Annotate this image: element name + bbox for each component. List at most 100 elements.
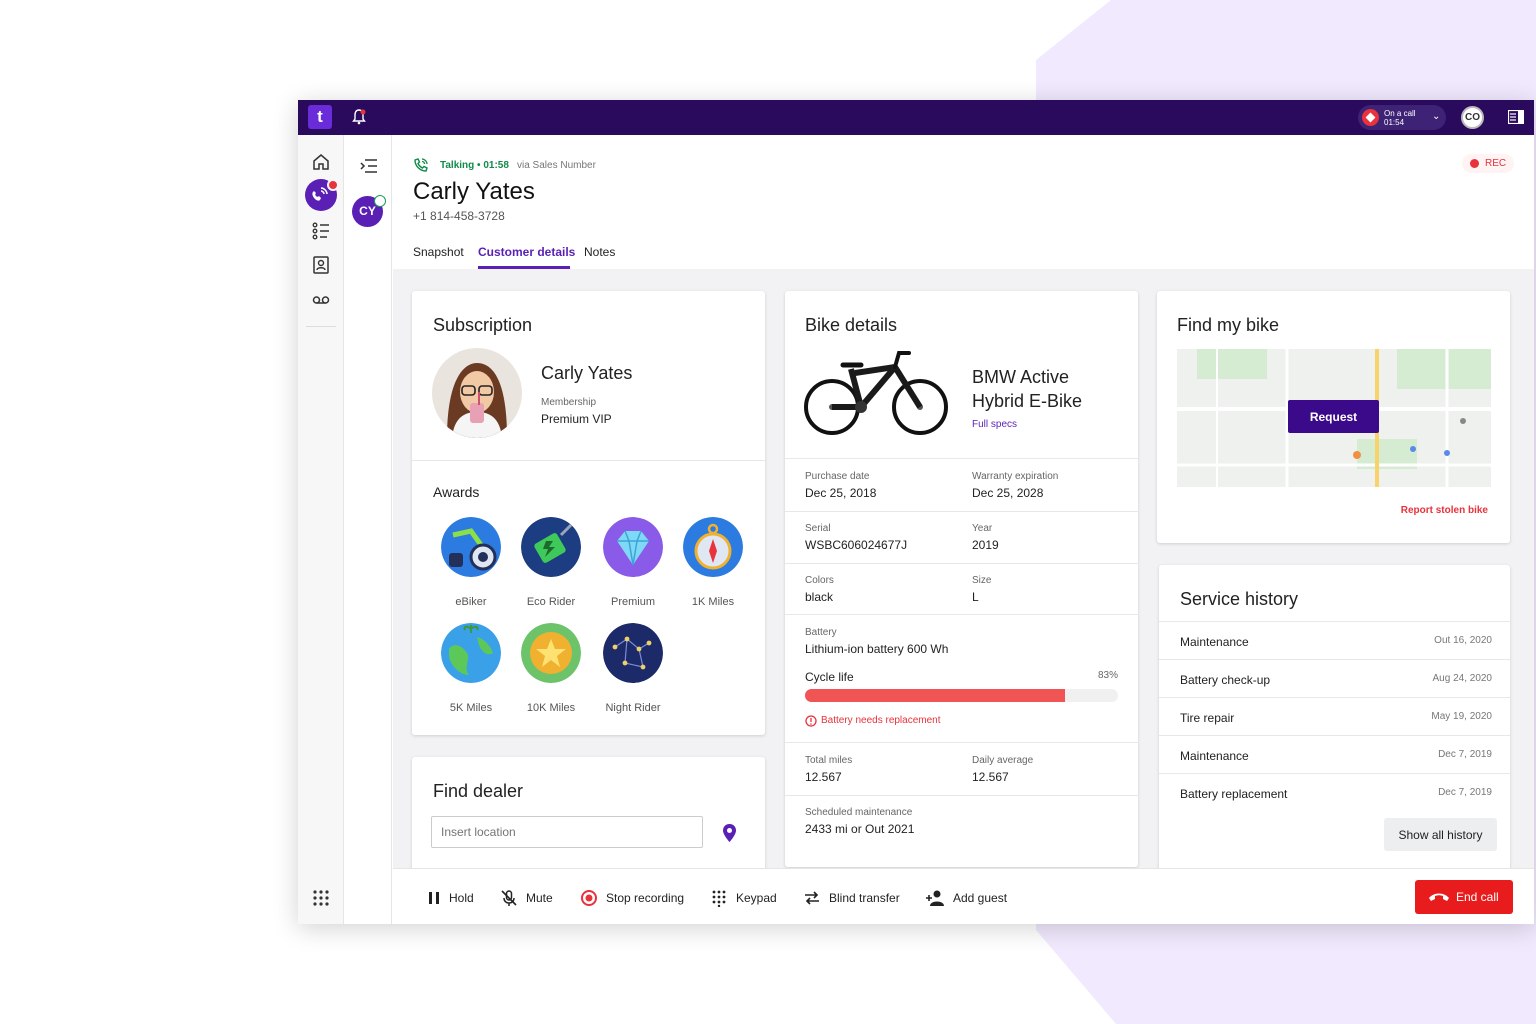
- diamond-award-icon: [603, 517, 663, 577]
- serial-label: Serial: [805, 523, 831, 534]
- end-call-button[interactable]: End call: [1415, 880, 1513, 914]
- award-1k-miles: 1K Miles: [678, 517, 748, 608]
- list-item[interactable]: Maintenance Dec 7, 2019: [1159, 735, 1510, 773]
- hold-button[interactable]: Hold: [425, 889, 480, 909]
- customer-photo: [432, 348, 522, 438]
- on-call-label: On a call: [1384, 109, 1416, 118]
- warning-icon: [805, 715, 817, 727]
- on-call-time: 01:54: [1384, 118, 1405, 127]
- colors-label: Colors: [805, 575, 834, 586]
- blind-transfer-button[interactable]: Blind transfer: [803, 889, 908, 909]
- bike-model: BMW Active Hybrid E-Bike: [972, 367, 1083, 411]
- add-guest-label: Add guest: [953, 891, 1008, 905]
- keypad-button[interactable]: Keypad: [710, 889, 780, 909]
- contact-name: Carly Yates: [413, 178, 535, 205]
- stop-recording-label: Stop recording: [606, 891, 685, 905]
- apps-grid-icon[interactable]: [311, 888, 331, 908]
- service-name: Battery check-up: [1180, 673, 1271, 687]
- award-label: Premium: [610, 596, 655, 608]
- user-avatar[interactable]: CO: [1461, 106, 1484, 129]
- blind-transfer-label: Blind transfer: [829, 891, 900, 905]
- battery-label: Battery: [805, 627, 837, 638]
- subscription-title: Subscription: [433, 315, 533, 335]
- location-pin-icon[interactable]: [722, 824, 737, 842]
- maintenance-row: Scheduled maintenance 2433 mi or Out 202…: [785, 795, 1138, 855]
- call-activity-icon: [312, 187, 328, 201]
- cycle-life-label: Cycle life: [805, 670, 854, 684]
- recording-diamond-icon: [1362, 109, 1379, 126]
- home-icon[interactable]: [311, 152, 331, 172]
- mic-off-icon: [501, 890, 517, 906]
- serial-value: WSBC606024677J: [805, 538, 908, 552]
- rail-divider: [306, 326, 336, 327]
- service-date: May 19, 2020: [1431, 711, 1492, 722]
- nav-rail: [298, 135, 344, 924]
- award-5k-miles: 5K Miles: [436, 623, 506, 714]
- contact-phone: +1 814-458-3728: [413, 209, 505, 223]
- contacts-icon[interactable]: [311, 255, 331, 275]
- service-name: Maintenance: [1180, 635, 1249, 649]
- keypad-icon: [712, 890, 726, 907]
- location-input[interactable]: [431, 816, 703, 848]
- tab-notes[interactable]: Notes: [584, 245, 616, 259]
- add-guest-button[interactable]: Add guest: [925, 889, 1015, 909]
- on-call-indicator[interactable]: On a call 01:54 ⌄: [1358, 105, 1446, 130]
- service-date: Dec 7, 2019: [1438, 749, 1492, 760]
- transfer-arrows-icon: [805, 891, 819, 905]
- membership-value: Premium VIP: [541, 412, 612, 426]
- tab-snapshot[interactable]: Snapshot: [413, 245, 464, 259]
- find-bike-card: Find my bike Request: [1157, 291, 1510, 543]
- serial-row: Serial WSBC606024677J Year 2019: [785, 511, 1138, 563]
- add-person-icon: [926, 890, 944, 906]
- battery-plug-award-icon: [521, 517, 581, 577]
- list-item[interactable]: Battery replacement Dec 7, 2019: [1159, 773, 1510, 811]
- globe-award-icon: [441, 623, 501, 683]
- award-label: Night Rider: [605, 702, 661, 714]
- request-location-button[interactable]: Request: [1288, 400, 1379, 433]
- list-item[interactable]: Tire repair May 19, 2020: [1159, 697, 1510, 735]
- bell-icon[interactable]: [350, 108, 368, 126]
- subscription-card: Subscription Carly Yates Memb: [412, 291, 765, 735]
- list-item[interactable]: Battery check-up Aug 24, 2020: [1159, 659, 1510, 697]
- award-ebiker: eBiker: [436, 517, 506, 608]
- show-all-history-button[interactable]: Show all history: [1384, 818, 1497, 851]
- call-controls-bar: Hold Mute Stop recording: [393, 868, 1534, 924]
- keypad-label: Keypad: [736, 891, 777, 905]
- menu-collapse-icon[interactable]: [360, 159, 377, 173]
- colors-value: black: [805, 590, 834, 604]
- cycle-life-bar: [805, 689, 1118, 702]
- battery-warning: Battery needs replacement: [821, 715, 941, 726]
- daily-average: 12.567: [972, 770, 1009, 784]
- full-specs-link[interactable]: Full specs: [972, 419, 1018, 430]
- app-logo[interactable]: t: [308, 105, 332, 129]
- tab-customer-details[interactable]: Customer details: [478, 245, 576, 259]
- colors-row: Colors black Size L: [785, 563, 1138, 614]
- warranty-label: Warranty expiration: [972, 471, 1059, 482]
- total-miles-label: Total miles: [805, 755, 853, 766]
- warranty-date: Dec 25, 2028: [972, 486, 1044, 500]
- mute-button[interactable]: Mute: [500, 889, 560, 909]
- purchase-date-label: Purchase date: [805, 471, 870, 482]
- size-label: Size: [972, 575, 992, 586]
- via-number: via Sales Number: [517, 160, 596, 171]
- side-panel-icon[interactable]: [1508, 110, 1524, 124]
- divider: [412, 460, 765, 461]
- award-eco-rider: Eco Rider: [516, 517, 586, 608]
- find-bike-title: Find my bike: [1177, 315, 1280, 335]
- compass-award-icon: [683, 517, 743, 577]
- service-date: Dec 7, 2019: [1438, 787, 1492, 798]
- battery-row: Battery Lithium-ion battery 600 Wh Cycle…: [785, 614, 1138, 742]
- stop-recording-button[interactable]: Stop recording: [580, 889, 690, 909]
- star-award-icon: [521, 623, 581, 683]
- service-history-title: Service history: [1180, 589, 1299, 609]
- phone-badge-icon: [374, 195, 386, 207]
- report-stolen-link[interactable]: Report stolen bike: [1400, 505, 1488, 516]
- cycle-life-percent: 83%: [1097, 670, 1118, 681]
- voicemail-icon[interactable]: [311, 290, 331, 310]
- find-dealer-card: Find dealer: [412, 757, 765, 868]
- list-icon[interactable]: [311, 221, 331, 241]
- conversation-avatar[interactable]: CY: [352, 196, 383, 227]
- award-label: 1K Miles: [691, 596, 735, 608]
- service-date: Out 16, 2020: [1434, 635, 1492, 646]
- list-item[interactable]: Maintenance Out 16, 2020: [1159, 621, 1510, 659]
